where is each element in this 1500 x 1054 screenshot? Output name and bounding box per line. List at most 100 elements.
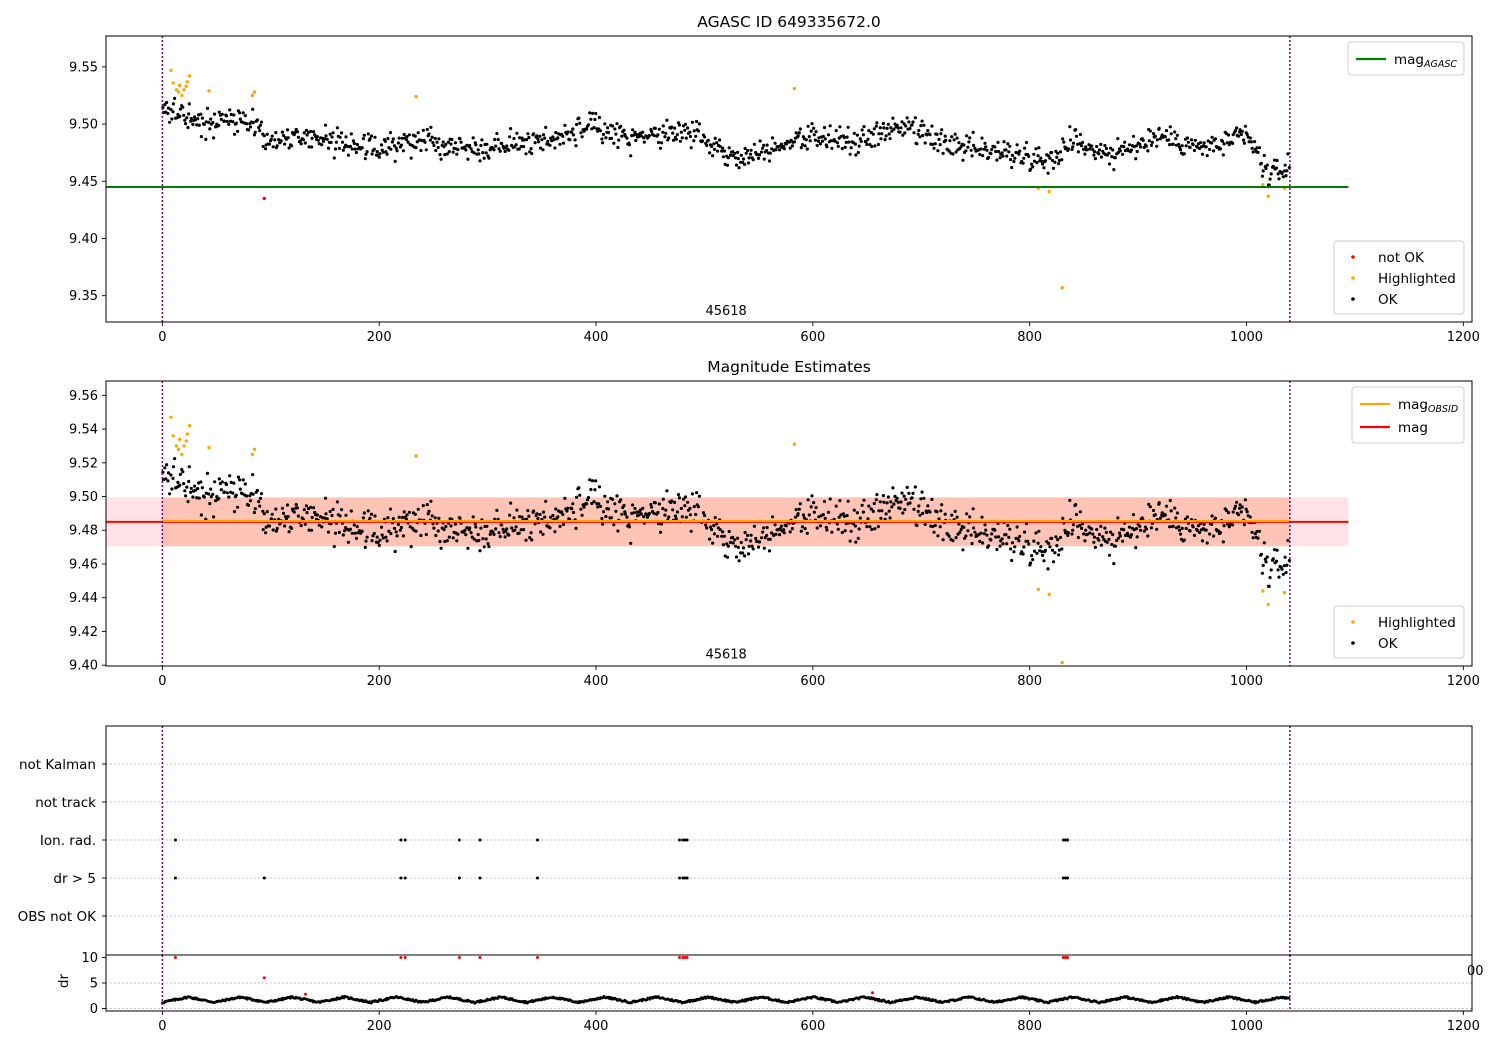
ok-point (331, 507, 335, 511)
ok-point (875, 121, 879, 125)
ok-point (171, 465, 175, 469)
ok-point (739, 540, 743, 545)
ok-point (721, 530, 725, 534)
ok-point (725, 542, 729, 546)
ok-point (228, 474, 232, 478)
ok-point (1034, 531, 1038, 535)
ok-point (548, 143, 552, 147)
ok-point (284, 517, 288, 521)
ok-point (1148, 505, 1152, 509)
highlighted-point (1266, 194, 1270, 198)
ok-point (1251, 150, 1255, 154)
ok-point (187, 479, 191, 484)
ok-point (984, 145, 988, 149)
ok-point (430, 135, 434, 139)
ok-point (530, 151, 534, 156)
ok-point (892, 502, 896, 506)
ok-point (701, 511, 706, 515)
ok-point (848, 152, 852, 156)
ok-point (429, 125, 433, 129)
ok-point (166, 479, 170, 483)
ok-point (751, 547, 755, 551)
legend-label-main: mag (1398, 397, 1428, 413)
ok-point (211, 121, 215, 125)
ok-point (683, 128, 687, 132)
ok-point (585, 127, 589, 131)
ok-point (855, 511, 860, 515)
ok-point (1245, 132, 1249, 136)
ok-point (877, 509, 881, 513)
y-tick-label: 10 (81, 951, 98, 966)
ok-point (436, 529, 440, 533)
ok-point (912, 507, 916, 511)
ok-point (1099, 155, 1103, 159)
ok-point (376, 540, 380, 545)
ok-point (189, 490, 193, 494)
ok-point (267, 142, 272, 146)
ok-point (989, 538, 993, 542)
ok-point (1129, 148, 1134, 152)
ok-point (1282, 169, 1286, 173)
ok-point (1285, 169, 1289, 173)
ok-point (842, 135, 847, 140)
ok-point (1040, 550, 1044, 554)
ok-point (882, 500, 886, 504)
ok-point (683, 122, 688, 126)
ok-point (882, 126, 886, 130)
ok-point (1000, 537, 1004, 541)
ok-point (1082, 532, 1086, 536)
ok-point (1135, 535, 1139, 539)
ok-point (737, 559, 741, 563)
ok-point (818, 142, 823, 146)
ok-point (1080, 522, 1085, 526)
flag-row-label: Ion. rad. (40, 833, 96, 849)
ok-point (487, 545, 491, 549)
ok-point (514, 143, 518, 147)
ok-point (1015, 525, 1019, 529)
ok-point (163, 103, 167, 107)
ok-point (200, 486, 204, 490)
ok-point (671, 131, 675, 135)
ok-point (325, 517, 329, 521)
ok-point (1092, 153, 1096, 157)
ok-point (1134, 144, 1139, 148)
ok-point (756, 156, 761, 160)
ok-point (797, 507, 801, 511)
ok-point (1180, 526, 1184, 531)
ok-point (741, 546, 746, 550)
ok-point (513, 528, 517, 532)
ok-point (966, 145, 970, 149)
ok-point (612, 141, 616, 145)
highlighted-point (185, 432, 189, 436)
ok-point (684, 136, 688, 140)
ok-point (774, 532, 778, 536)
ok-point (346, 540, 350, 544)
ok-point (236, 475, 240, 479)
ok-point (1009, 547, 1013, 551)
ok-point (921, 133, 925, 138)
ok-point (741, 551, 745, 555)
ok-point (887, 509, 891, 513)
ok-point (472, 537, 476, 541)
ok-point (312, 506, 316, 510)
ok-point (935, 132, 939, 136)
ok-point (966, 529, 970, 533)
ok-point (796, 512, 800, 516)
ok-point (1238, 130, 1242, 134)
ok-point (1032, 152, 1036, 156)
ok-point (236, 129, 240, 133)
ok-point (656, 140, 661, 145)
ok-point (716, 534, 720, 538)
ok-point (285, 503, 290, 507)
ok-point (670, 499, 674, 503)
ok-point (761, 146, 765, 150)
ok-point (900, 120, 904, 124)
ok-point (820, 139, 825, 143)
ok-point (665, 118, 669, 122)
ok-point (497, 531, 501, 535)
ok-point (712, 147, 717, 151)
ok-point (926, 504, 930, 508)
ok-point (1260, 174, 1264, 178)
ok-point (519, 145, 523, 149)
ok-point (271, 528, 275, 532)
